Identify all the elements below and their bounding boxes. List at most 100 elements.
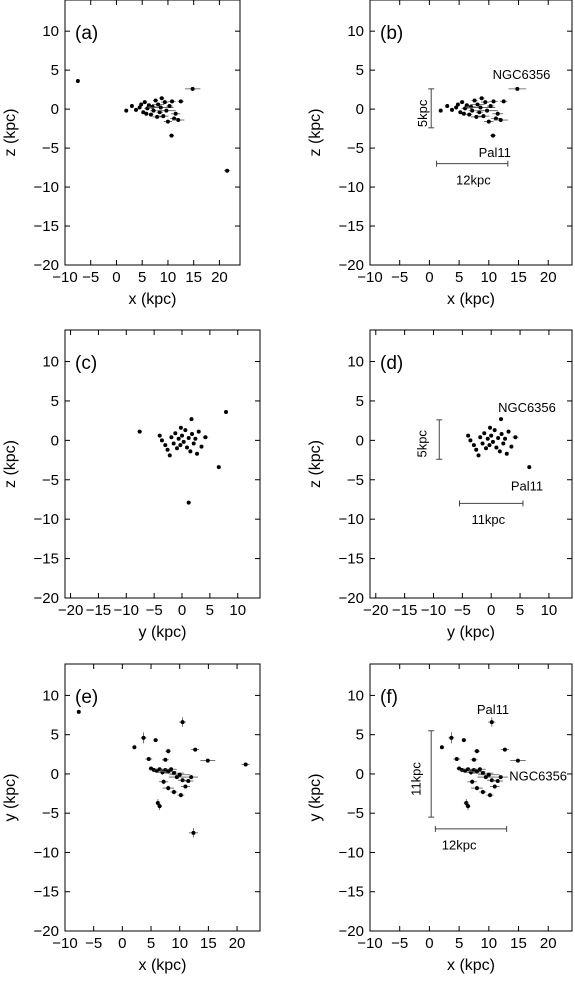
data-point [487, 443, 492, 448]
data-point [470, 779, 475, 784]
data-point [173, 111, 178, 116]
data-point [477, 767, 482, 772]
data-point [148, 112, 153, 117]
data-point [166, 769, 171, 774]
x-axis-label: y (kpc) [447, 624, 495, 641]
data-point [466, 804, 471, 809]
data-point [157, 110, 162, 115]
data-point [497, 449, 502, 454]
data-point [166, 749, 171, 754]
data-point [455, 102, 460, 107]
data-point [488, 425, 493, 430]
data-point [463, 768, 468, 773]
data-point [178, 99, 183, 104]
data-point [180, 433, 184, 438]
data-point [189, 417, 194, 422]
data-point [169, 133, 174, 138]
data-point [492, 428, 497, 433]
data-point [164, 108, 169, 113]
data-point [186, 779, 191, 784]
data-point [171, 771, 176, 776]
x-axis-label: x (kpc) [129, 291, 177, 308]
y-axis-label: z (kpc) [307, 440, 324, 488]
y-tick-label: −20 [34, 590, 59, 607]
data-point [469, 104, 473, 109]
x-tick-label: 5 [455, 935, 463, 952]
y-tick-label: −10 [34, 844, 59, 861]
data-point [461, 111, 466, 116]
y-tick-label: −5 [347, 140, 364, 157]
y-tick-label: 10 [42, 687, 59, 704]
data-point [167, 453, 172, 458]
data-point [490, 133, 495, 138]
data-point [460, 100, 465, 105]
data-point [146, 757, 151, 762]
data-point [161, 779, 166, 784]
data-point [181, 439, 186, 444]
data-point [137, 429, 142, 434]
data-point [513, 435, 518, 440]
x-axis-label: x (kpc) [447, 291, 495, 308]
y-tick-label: −10 [34, 511, 59, 528]
data-point [502, 747, 507, 752]
y-tick-label: −15 [339, 551, 364, 568]
data-point [191, 441, 196, 446]
y-tick-label: 10 [347, 23, 364, 40]
data-point [132, 745, 137, 750]
y-tick-label: 10 [347, 687, 364, 704]
annotation-label: 11kpc [409, 762, 424, 796]
x-tick-label: −20 [58, 602, 83, 619]
panel-e: −10 −5 0 5 10 15 20 −20 −15 −10 −5 0 5 10 x (kpc) y (kp… [2, 663, 261, 974]
data-points [75, 79, 231, 173]
data-point [159, 96, 164, 101]
annotation-label: NGC6356 [498, 400, 556, 415]
data-point [489, 778, 494, 783]
y-axis-label: z (kpc) [2, 109, 19, 157]
data-point [449, 107, 454, 112]
data-point [449, 735, 454, 740]
data-point [176, 118, 181, 123]
data-point [180, 720, 185, 725]
data-point [479, 96, 484, 101]
data-point [161, 114, 166, 119]
y-tick-label: −5 [42, 805, 59, 822]
data-point [494, 445, 499, 450]
data-point [153, 738, 158, 743]
data-point [477, 110, 482, 115]
data-point [486, 772, 491, 777]
data-point [75, 79, 80, 84]
data-point [156, 102, 161, 107]
data-points [76, 709, 250, 838]
y-tick-label: −15 [34, 884, 59, 901]
data-point [155, 800, 160, 805]
y-tick-label: −20 [339, 923, 364, 940]
data-point [478, 105, 483, 110]
data-point [158, 105, 163, 110]
data-point [189, 775, 194, 780]
data-point [185, 445, 190, 450]
data-point [203, 435, 208, 440]
plot-frame [369, 329, 573, 599]
data-point [478, 435, 483, 440]
data-point [474, 114, 479, 119]
x-tick-label: −15 [392, 602, 417, 619]
data-point [171, 441, 176, 446]
data-point [76, 709, 81, 714]
y-tick-label: −5 [42, 140, 59, 157]
data-points [438, 86, 527, 138]
data-points [466, 417, 532, 470]
data-point [495, 111, 500, 116]
data-point [191, 830, 196, 835]
data-point [504, 451, 509, 456]
y-tick-label: 10 [42, 354, 59, 371]
y-tick-label: −20 [34, 257, 59, 274]
y-axis-label: y (kpc) [307, 774, 324, 822]
data-point [144, 111, 149, 116]
panel-a: −10 −5 0 5 10 15 20 −20 −15 −10 −5 0 5 10 x (kpc) z (kp… [2, 0, 241, 308]
y-tick-label: 0 [356, 766, 364, 783]
data-point [509, 444, 514, 449]
y-tick-label: −5 [347, 472, 364, 489]
data-point [471, 443, 476, 448]
